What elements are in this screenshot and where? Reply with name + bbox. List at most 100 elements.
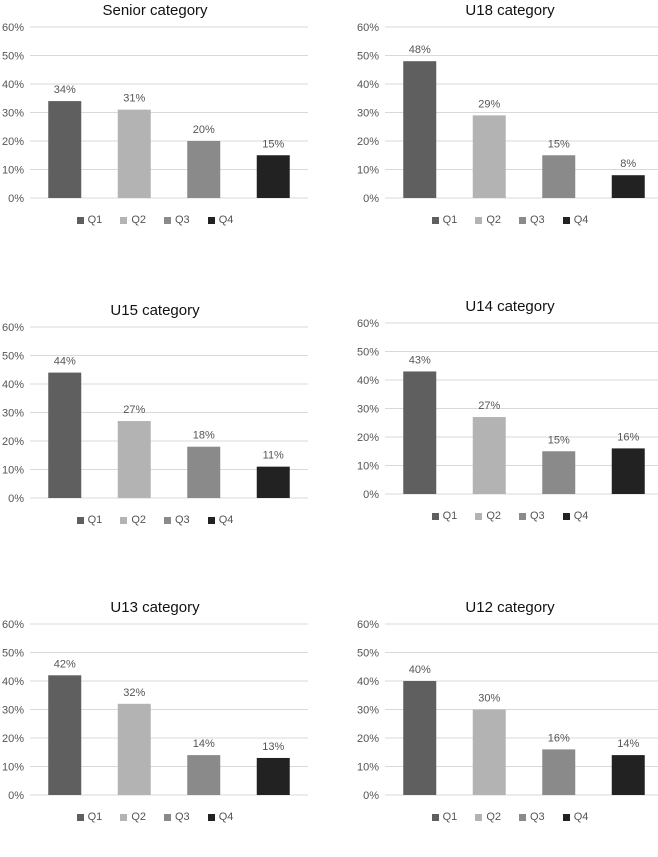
chart-panel: U15 category 0% 10% 20% 30% 40% 50% 60% 44% 27% 18…	[0, 300, 320, 560]
y-tick-label: 20%	[357, 733, 379, 745]
legend-label: Q2	[486, 510, 501, 522]
y-tick-label: 10%	[2, 165, 24, 177]
chart-title: U14 category	[465, 298, 555, 315]
legend-swatch	[519, 216, 526, 224]
legend-label: Q4	[573, 510, 589, 522]
chart-legend: Q1 Q2 Q3 Q4	[345, 510, 658, 522]
legend-swatch	[475, 813, 483, 821]
bar-q3	[542, 749, 576, 795]
bar-chart-svg: 0% 10% 20% 30% 40% 50% 60% 34% 31% 20% 15%	[2, 22, 308, 205]
legend-item: Q4	[207, 811, 234, 823]
legend-item: Q4	[562, 510, 589, 522]
y-tick-label: 60%	[2, 619, 24, 631]
legend-swatch	[431, 216, 439, 224]
data-label: 30%	[478, 693, 500, 705]
legend-label: Q2	[131, 214, 146, 226]
chart-legend: Q1 Q2 Q3 Q4	[0, 811, 320, 823]
data-label: 27%	[123, 404, 145, 416]
legend-item: Q1	[431, 811, 457, 823]
data-label: 14%	[617, 738, 639, 750]
chart-title: U12 category	[465, 599, 555, 616]
data-label: 31%	[123, 93, 145, 105]
bar-q2	[117, 421, 151, 498]
legend-label: Q4	[218, 514, 234, 526]
legend-swatch	[562, 216, 570, 224]
bar-q1	[48, 101, 82, 198]
legend-swatch	[475, 512, 483, 520]
legend-swatch	[519, 813, 526, 821]
data-label: 14%	[193, 738, 215, 750]
legend-label: Q4	[218, 214, 234, 226]
bar-q2	[472, 115, 506, 198]
legend-label: Q3	[530, 510, 545, 522]
y-tick-label: 60%	[357, 619, 379, 631]
legend-item: Q3	[519, 214, 545, 226]
y-tick-label: 30%	[357, 108, 379, 120]
data-label: 40%	[409, 664, 431, 676]
legend-swatch	[475, 216, 483, 224]
chart-title: U18 category	[465, 2, 555, 19]
legend-item: Q3	[164, 214, 190, 226]
data-label: 44%	[54, 356, 76, 368]
bar-q4	[611, 448, 645, 494]
legend-item: Q3	[164, 811, 190, 823]
bar-chart-svg: 0% 10% 20% 30% 40% 50% 60% 44% 27% 18% 11%	[2, 322, 308, 505]
data-label: 11%	[263, 450, 284, 462]
legend-label: Q2	[131, 514, 146, 526]
y-tick-label: 0%	[363, 193, 379, 205]
data-label: 29%	[478, 98, 500, 110]
legend-swatch	[207, 516, 215, 524]
y-tick-label: 10%	[357, 165, 379, 177]
bar-chart-svg: 0% 10% 20% 30% 40% 50% 60% 42% 32% 14% 13%	[2, 619, 308, 802]
y-tick-label: 30%	[2, 108, 24, 120]
legend-item: Q1	[431, 510, 458, 522]
bar-q1	[403, 371, 437, 494]
bar-q2	[472, 709, 506, 795]
bar-chart-svg: 0% 10% 20% 30% 40% 50% 60% 43% 27% 15% 16%	[357, 318, 658, 501]
y-tick-label: 0%	[363, 790, 379, 802]
y-tick-label: 10%	[357, 762, 379, 774]
y-tick-label: 10%	[2, 762, 24, 774]
data-label: 32%	[123, 687, 145, 699]
legend-label: Q2	[486, 214, 501, 226]
legend-swatch	[120, 216, 128, 224]
legend-item: Q2	[475, 214, 501, 226]
bar-q4	[611, 175, 645, 198]
legend-label: Q3	[175, 514, 190, 526]
legend-item: Q4	[562, 214, 589, 226]
legend-label: Q3	[175, 214, 190, 226]
bar-q2	[472, 417, 506, 494]
legend-swatch	[431, 813, 439, 821]
y-tick-label: 20%	[2, 136, 24, 148]
y-tick-label: 60%	[357, 318, 379, 330]
bar-q4	[256, 466, 290, 498]
legend-label: Q2	[131, 811, 146, 823]
chart-title: U13 category	[110, 599, 200, 616]
y-tick-label: 60%	[2, 322, 24, 334]
y-tick-label: 30%	[2, 408, 24, 420]
legend-item: Q1	[76, 214, 102, 226]
legend-label: Q3	[530, 811, 545, 823]
legend-item: Q2	[120, 514, 146, 526]
legend-label: Q4	[573, 811, 589, 823]
data-label: 43%	[409, 354, 431, 366]
bar-q4	[611, 755, 645, 795]
legend-label: Q1	[87, 514, 103, 526]
legend-item: Q2	[475, 811, 501, 823]
bar-q1	[48, 675, 82, 795]
legend-item: Q3	[519, 510, 545, 522]
legend-swatch	[164, 516, 171, 524]
chart-panel: U14 category 0% 10% 20% 30% 40% 50% 60% 43% 27% 15…	[345, 296, 658, 556]
bar-q1	[403, 61, 437, 199]
legend-label: Q4	[218, 811, 234, 823]
chart-panel: U18 category 0% 10% 20% 30% 40% 50% 60% 48% 29% 15…	[345, 0, 658, 260]
bar-chart-svg: 0% 10% 20% 30% 40% 50% 60% 40% 30% 16% 14%	[357, 619, 658, 802]
bar-q1	[403, 681, 437, 795]
chart-legend: Q1 Q2 Q3 Q4	[345, 214, 658, 226]
y-tick-label: 50%	[2, 51, 24, 63]
legend-label: Q4	[573, 214, 589, 226]
legend-item: Q1	[431, 214, 457, 226]
y-tick-label: 0%	[8, 790, 24, 802]
bar-q2	[117, 109, 151, 198]
legend-label: Q1	[442, 510, 458, 522]
